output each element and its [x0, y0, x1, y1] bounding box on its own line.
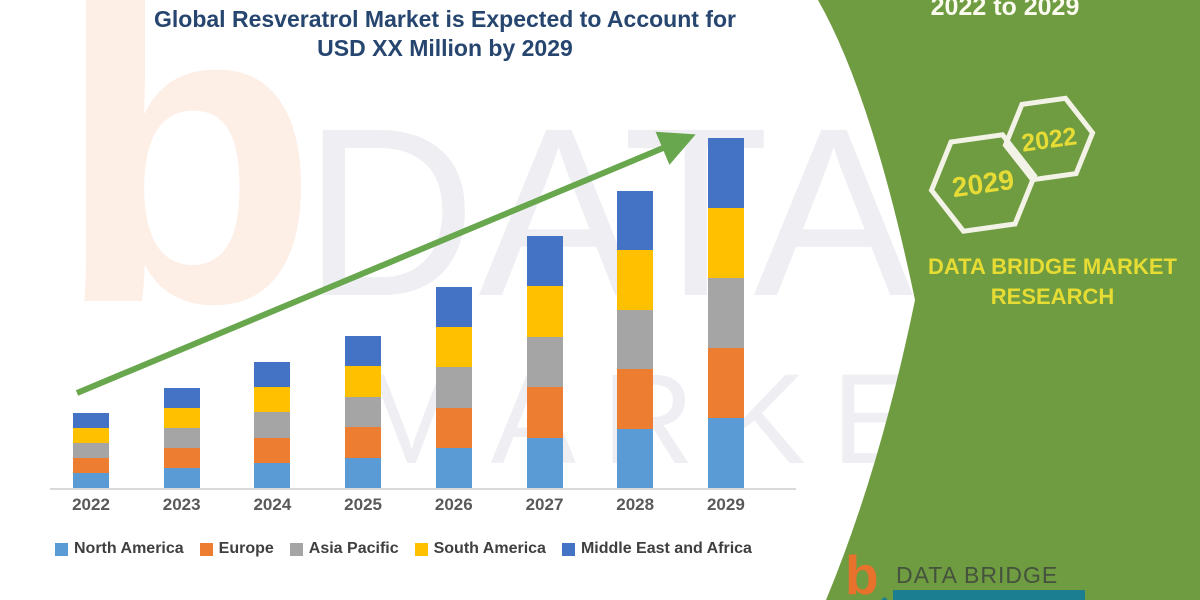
legend-label: Middle East and Africa	[580, 540, 752, 557]
bar-segment-south-america-2026	[435, 327, 472, 368]
bar-segment-middle-east-and-africa-2024	[254, 362, 291, 388]
chart-legend: North America Europe Asia Pacific South Ame…	[55, 540, 752, 558]
bar-segment-south-america-2028	[617, 250, 654, 310]
bar-segment-north-america-2025	[345, 457, 382, 488]
bar-segment-north-america-2027	[526, 437, 563, 488]
bar-segment-asia-pacific-2029	[707, 278, 744, 348]
bar-segment-south-america-2022	[73, 427, 109, 443]
bar-segment-south-america-2027	[526, 286, 563, 337]
legend-item-asia-pacific: Asia Pacific	[289, 540, 399, 558]
bar-segment-north-america-2024	[254, 462, 291, 488]
bar-segment-europe-2024	[254, 437, 291, 463]
watermark-market-research: MARKET RESEARCH	[358, 348, 1200, 491]
bar-segment-europe-2028	[617, 369, 654, 429]
footer-logo-strip	[893, 590, 1085, 600]
bar-segment-europe-2029	[707, 348, 744, 418]
bar-segment-middle-east-and-africa-2026	[435, 286, 472, 327]
brand-name: DATA BRIDGE MARKET RESEARCH	[915, 252, 1190, 312]
bar-segment-asia-pacific-2027	[526, 336, 563, 388]
bar-segment-asia-pacific-2025	[345, 396, 382, 428]
bar-segment-south-america-2023	[163, 408, 200, 429]
bar-segment-north-america-2023	[163, 468, 200, 488]
brand-name-line1: DATA BRIDGE MARKET	[928, 254, 1177, 279]
bar-segment-middle-east-and-africa-2028	[617, 190, 654, 250]
chart-title-line1: Global Resveratrol Market is Expected to…	[154, 6, 736, 32]
bar-segment-asia-pacific-2022	[73, 442, 109, 458]
bar-segment-middle-east-and-africa-2022	[73, 412, 109, 428]
footer-logo-b-icon: b	[845, 544, 879, 600]
bar-segment-north-america-2028	[617, 428, 654, 488]
bar-segment-middle-east-and-africa-2029	[707, 138, 744, 208]
bar-segment-asia-pacific-2028	[617, 309, 654, 369]
bar-segment-middle-east-and-africa-2025	[345, 335, 382, 367]
legend-label: South America	[433, 540, 546, 557]
x-axis-label-2027: 2027	[525, 495, 564, 514]
bar-segment-europe-2027	[526, 387, 563, 438]
footer-logo-swoosh-icon	[833, 572, 895, 600]
chart-title: Global Resveratrol Market is Expected to…	[60, 5, 830, 63]
legend-item-middle-east-and-africa: Middle East and Africa	[561, 540, 752, 558]
x-axis-line	[50, 488, 796, 490]
bar-segment-north-america-2022	[73, 472, 109, 488]
footer-logo-text: DATA BRIDGE	[896, 562, 1059, 588]
forecast-range-label: 2022 to 2029	[930, 0, 1080, 21]
bar-segment-europe-2025	[345, 427, 382, 458]
bar-segment-asia-pacific-2026	[435, 367, 472, 408]
bar-segment-asia-pacific-2024	[254, 412, 291, 438]
legend-swatch-icon	[199, 542, 213, 556]
legend-swatch-icon	[414, 542, 428, 556]
brand-name-line2: RESEARCH	[990, 284, 1115, 309]
bar-segment-middle-east-and-africa-2027	[526, 236, 563, 287]
legend-item-north-america: North America	[55, 540, 184, 558]
chart-title-line2: USD XX Million by 2029	[317, 35, 573, 61]
bar-segment-europe-2023	[163, 448, 200, 469]
bar-segment-north-america-2026	[435, 447, 472, 488]
bar-segment-europe-2026	[435, 407, 472, 448]
legend-swatch-icon	[55, 542, 68, 556]
bar-segment-south-america-2024	[254, 387, 291, 413]
legend-item-europe: Europe	[199, 540, 274, 558]
legend-label: Asia Pacific	[308, 540, 399, 557]
bar-segment-europe-2022	[73, 457, 109, 473]
x-axis-label-2029: 2029	[706, 495, 745, 514]
x-axis-label-2024: 2024	[253, 495, 292, 514]
legend-label: North America	[74, 540, 184, 557]
x-axis-label-2026: 2026	[434, 495, 473, 514]
legend-label: Europe	[218, 540, 274, 557]
bar-segment-south-america-2025	[345, 366, 382, 397]
x-axis-label-2028: 2028	[616, 495, 655, 514]
x-axis-label-2022: 2022	[72, 495, 110, 514]
legend-swatch-icon	[561, 542, 575, 556]
bar-segment-south-america-2029	[707, 208, 744, 278]
bar-segment-middle-east-and-africa-2023	[163, 388, 200, 409]
legend-swatch-icon	[289, 542, 303, 556]
bar-segment-north-america-2029	[707, 418, 744, 488]
x-axis-label-2025: 2025	[344, 495, 382, 514]
x-axis-label-2023: 2023	[162, 495, 201, 514]
bar-segment-asia-pacific-2023	[163, 428, 200, 449]
legend-item-south-america: South America	[414, 540, 546, 558]
